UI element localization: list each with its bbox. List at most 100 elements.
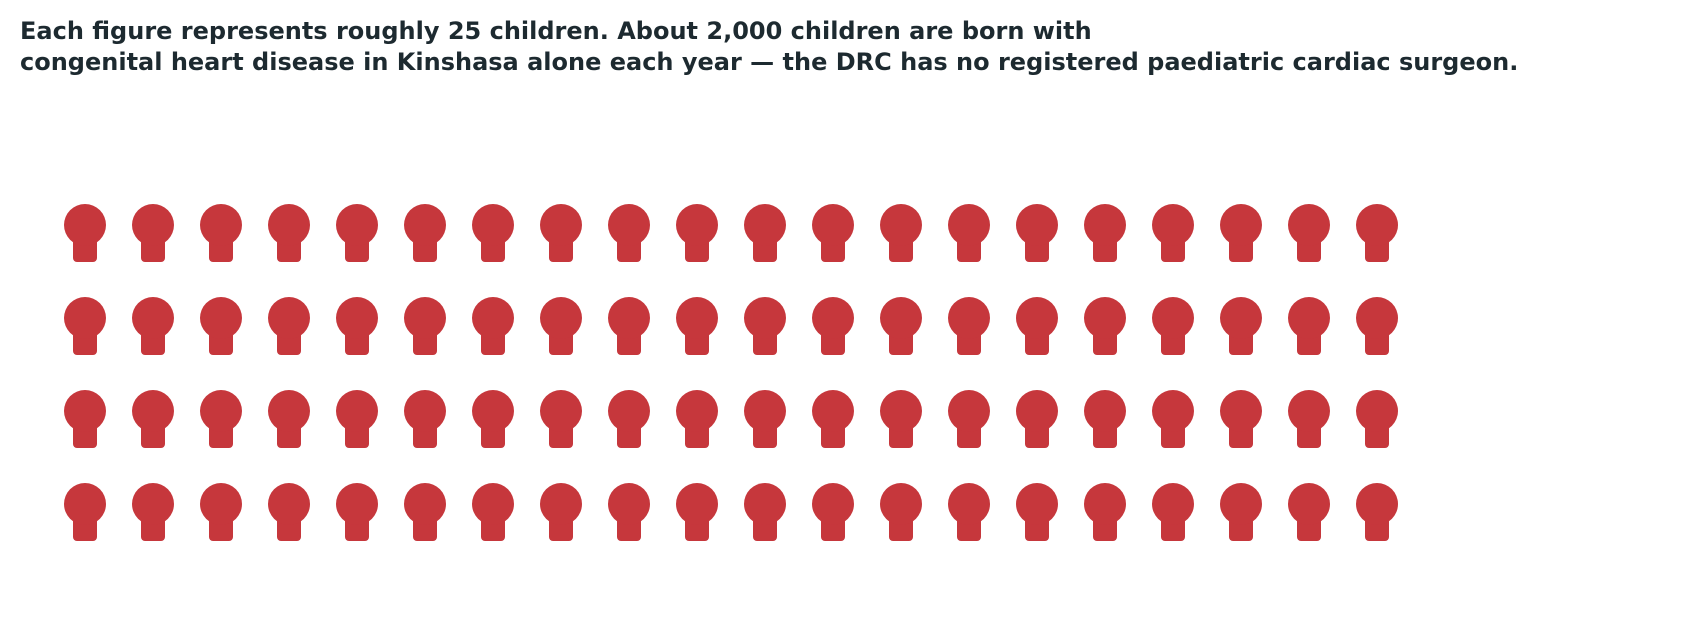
figure-icon — [472, 390, 514, 448]
chart-title: Each figure represents roughly 25 childr… — [20, 17, 1092, 45]
figure-icon — [64, 390, 106, 448]
figure-icon — [268, 297, 310, 355]
figure-head — [268, 297, 310, 339]
figure-icon — [1356, 483, 1398, 541]
figure-icon — [744, 297, 786, 355]
figure-head — [200, 390, 242, 432]
figure-head — [64, 390, 106, 432]
figure-icon — [608, 390, 650, 448]
figure-icon — [948, 390, 990, 448]
figure-head — [404, 297, 446, 339]
figure-icon — [540, 297, 582, 355]
figure-icon — [1016, 483, 1058, 541]
figure-icon — [880, 483, 922, 541]
figure-icon — [948, 204, 990, 262]
figure-head — [880, 483, 922, 525]
figure-icon — [404, 390, 446, 448]
figure-icon — [744, 204, 786, 262]
figure-head — [268, 390, 310, 432]
figure-icon — [64, 204, 106, 262]
figure-head — [1288, 297, 1330, 339]
figure-head — [64, 204, 106, 246]
figure-head — [880, 390, 922, 432]
figure-icon — [812, 483, 854, 541]
figure-icon — [1220, 390, 1262, 448]
figure-head — [608, 297, 650, 339]
figure-head — [1220, 390, 1262, 432]
figure-icon — [1084, 297, 1126, 355]
figure-head — [200, 297, 242, 339]
figure-icon — [472, 297, 514, 355]
figure-head — [812, 390, 854, 432]
figure-head — [812, 483, 854, 525]
figure-head — [540, 204, 582, 246]
figure-head — [1356, 483, 1398, 525]
figure-head — [1016, 390, 1058, 432]
figure-head — [1084, 390, 1126, 432]
figure-head — [336, 483, 378, 525]
figure-head — [1016, 297, 1058, 339]
figure-head — [540, 297, 582, 339]
figure-icon — [472, 204, 514, 262]
figure-icon — [200, 483, 242, 541]
chart-title: congenital heart disease in Kinshasa alo… — [20, 48, 1518, 76]
figure-icon — [608, 483, 650, 541]
figure-icon — [880, 204, 922, 262]
figure-head — [676, 297, 718, 339]
figure-head — [1084, 297, 1126, 339]
figure-head — [1016, 483, 1058, 525]
figure-icon — [676, 390, 718, 448]
figure-icon — [1084, 204, 1126, 262]
figure-head — [404, 483, 446, 525]
figure-head — [1084, 483, 1126, 525]
figure-head — [608, 483, 650, 525]
figure-head — [1152, 390, 1194, 432]
figure-icon — [812, 390, 854, 448]
figure-head — [1152, 204, 1194, 246]
figure-icon — [1288, 297, 1330, 355]
figure-head — [1016, 204, 1058, 246]
figure-icon — [132, 483, 174, 541]
figure-icon — [676, 297, 718, 355]
figure-icon — [1288, 204, 1330, 262]
figure-icon — [676, 204, 718, 262]
figure-icon — [472, 483, 514, 541]
figure-icon — [1152, 297, 1194, 355]
figure-icon — [676, 483, 718, 541]
figure-head — [64, 483, 106, 525]
figure-head — [812, 297, 854, 339]
figure-icon — [1356, 204, 1398, 262]
figure-icon — [1356, 390, 1398, 448]
figure-head — [1356, 297, 1398, 339]
figure-icon — [132, 204, 174, 262]
figure-icon — [1016, 390, 1058, 448]
figure-icon — [1016, 204, 1058, 262]
figure-icon — [1288, 483, 1330, 541]
figure-head — [812, 204, 854, 246]
figure-icon — [200, 297, 242, 355]
figure-icon — [1016, 297, 1058, 355]
figure-head — [336, 204, 378, 246]
figure-head — [132, 390, 174, 432]
figure-head — [948, 390, 990, 432]
figure-head — [880, 204, 922, 246]
figure-icon — [268, 204, 310, 262]
figure-head — [1356, 204, 1398, 246]
figure-icon — [1152, 483, 1194, 541]
figure-head — [1152, 483, 1194, 525]
figure-head — [1152, 297, 1194, 339]
figure-icon — [1084, 390, 1126, 448]
figure-icon — [336, 204, 378, 262]
figure-head — [404, 390, 446, 432]
figure-head — [1288, 483, 1330, 525]
figure-head — [608, 390, 650, 432]
figure-head — [200, 204, 242, 246]
figure-icon — [268, 390, 310, 448]
figure-head — [948, 204, 990, 246]
figure-icon — [64, 483, 106, 541]
figure-head — [64, 297, 106, 339]
figure-icon — [1220, 297, 1262, 355]
figure-icon — [200, 390, 242, 448]
figure-head — [880, 297, 922, 339]
